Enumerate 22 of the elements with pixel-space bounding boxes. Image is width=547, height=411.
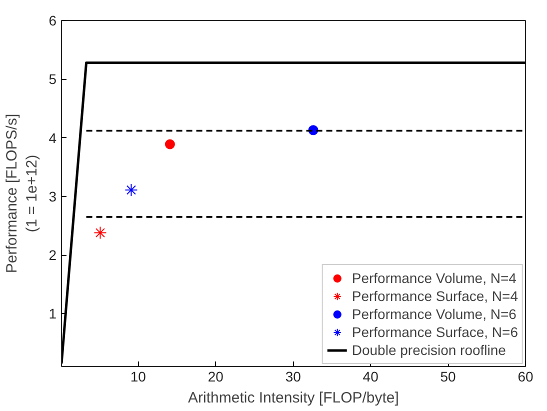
y-tick-label: 5 xyxy=(48,71,57,88)
legend-label: Performance Volume, N=4 xyxy=(352,269,516,287)
point xyxy=(164,139,175,150)
legend-label: Performance Surface, N=4 xyxy=(352,287,518,305)
x-tick-label: 20 xyxy=(208,368,224,384)
x-axis-title: Arithmetic Intensity [FLOP/byte] xyxy=(188,390,399,406)
legend-label: Double precision roofline xyxy=(352,341,506,359)
y-tick-label: 1 xyxy=(48,306,57,322)
x-tick-label: 60 xyxy=(518,368,534,384)
legend-label: Performance Volume, N=6 xyxy=(352,305,516,323)
x-tick-label: 10 xyxy=(130,368,146,384)
x-tick-label: 50 xyxy=(440,368,456,384)
y-tick-label: 3 xyxy=(48,188,57,204)
y-tick-label: 6 xyxy=(48,12,57,28)
point xyxy=(124,183,138,196)
point xyxy=(94,226,107,240)
y-tick-label: 4 xyxy=(48,130,57,146)
y-axis-title: Performance [FLOPS/s] (1 = 1e+12) xyxy=(3,114,41,274)
x-tick-label: 30 xyxy=(285,368,302,384)
x-tick-label: 40 xyxy=(362,368,379,384)
legend-label: Performance Surface, N=6 xyxy=(352,323,518,341)
y-tick-label: 2 xyxy=(48,247,57,264)
